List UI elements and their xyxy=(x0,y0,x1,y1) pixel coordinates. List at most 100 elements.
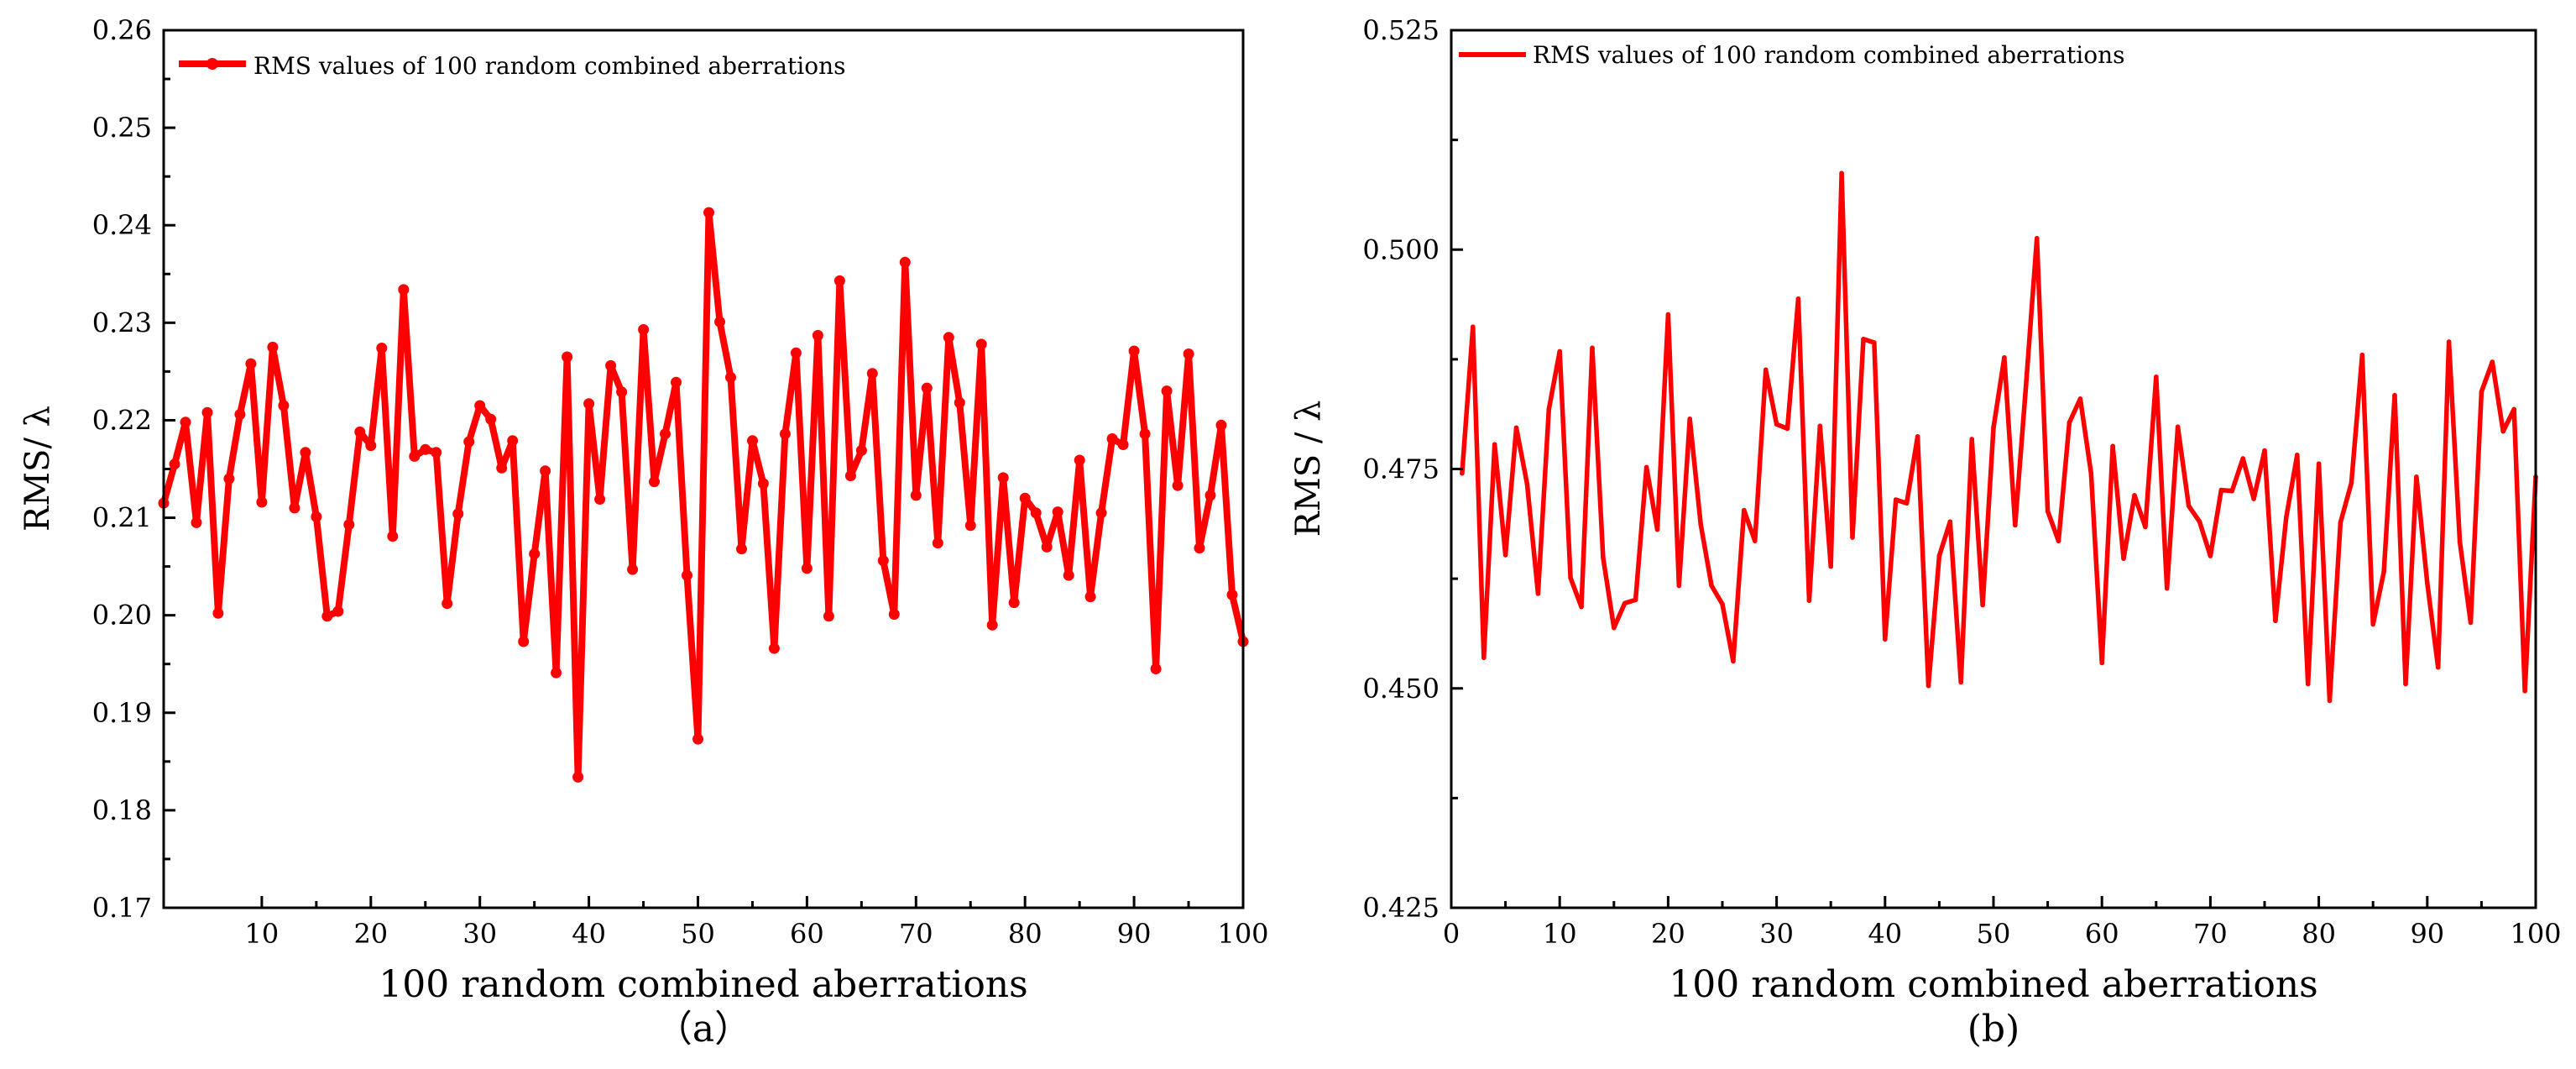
data-point xyxy=(485,413,497,425)
data-point xyxy=(387,531,399,542)
data-point xyxy=(877,555,889,567)
data-point xyxy=(1128,345,1140,357)
data-point xyxy=(2349,480,2354,485)
data-point xyxy=(2468,620,2474,626)
data-point xyxy=(594,494,606,505)
data-point xyxy=(1643,464,1649,470)
data-point xyxy=(2490,359,2495,364)
data-point xyxy=(888,609,900,620)
panel-label-b: (b) xyxy=(1967,1008,2020,1051)
data-point xyxy=(823,610,834,622)
series-polyline xyxy=(1460,170,2538,704)
data-point xyxy=(321,610,333,622)
plot-frame-b xyxy=(1450,29,2537,909)
data-point xyxy=(779,428,791,440)
panel-label-a: （a） xyxy=(656,1008,751,1051)
data-point xyxy=(2305,681,2311,687)
x-tick-label: 60 xyxy=(2085,918,2119,950)
data-point xyxy=(1720,601,1725,607)
data-point xyxy=(1698,521,1703,527)
data-point xyxy=(1633,597,1638,602)
data-point xyxy=(2370,621,2375,627)
data-point xyxy=(474,400,486,411)
data-point xyxy=(1958,679,1963,685)
x-tick-label: 100 xyxy=(1217,918,1268,950)
data-point xyxy=(1524,481,1530,487)
data-point xyxy=(833,275,845,286)
data-point xyxy=(1753,538,1758,543)
data-point xyxy=(1763,367,1769,373)
data-point xyxy=(2403,681,2408,687)
y-tick-label: 0.450 xyxy=(1362,673,1440,705)
data-point xyxy=(1106,433,1118,444)
data-point xyxy=(201,406,213,418)
data-point xyxy=(2034,235,2040,241)
data-point xyxy=(790,347,802,359)
data-point xyxy=(2435,664,2441,670)
legend-a: RMS values of 100 random combined aberra… xyxy=(179,52,846,80)
data-point xyxy=(1784,426,1790,432)
data-point xyxy=(1557,348,1562,354)
data-point xyxy=(398,284,410,296)
y-tick-label: 0.22 xyxy=(92,404,152,436)
data-point xyxy=(212,607,224,619)
data-point xyxy=(343,519,355,531)
data-point xyxy=(572,771,584,783)
data-point xyxy=(605,359,617,371)
data-point xyxy=(562,351,573,363)
y-tick-label: 0.18 xyxy=(92,794,152,826)
x-tick-label: 70 xyxy=(2193,918,2228,950)
data-point xyxy=(2056,538,2061,543)
data-point xyxy=(2425,580,2430,586)
data-point xyxy=(2067,420,2072,425)
data-point xyxy=(866,368,878,380)
data-point xyxy=(2088,470,2094,476)
data-point xyxy=(2381,569,2386,574)
data-point xyxy=(692,733,703,745)
data-point xyxy=(682,569,692,581)
data-point xyxy=(496,462,508,474)
data-point xyxy=(376,343,388,354)
data-point xyxy=(2229,488,2234,494)
series-line-b xyxy=(1460,170,2538,704)
data-point xyxy=(223,473,235,485)
y-tick-label: 0.20 xyxy=(92,600,152,631)
data-point xyxy=(1095,507,1107,519)
data-point xyxy=(583,398,595,410)
data-point xyxy=(300,447,311,459)
data-point xyxy=(1030,507,1042,519)
data-point xyxy=(1676,583,1682,589)
data-point xyxy=(2414,474,2419,479)
data-point xyxy=(2175,424,2181,430)
x-tick-label: 50 xyxy=(681,918,715,950)
data-point xyxy=(1502,553,1508,558)
data-point xyxy=(714,316,725,328)
data-point xyxy=(2457,539,2463,544)
data-point xyxy=(1052,506,1063,518)
data-point xyxy=(1665,312,1671,317)
data-point xyxy=(1612,625,1617,631)
y-axis-ticks-b: 0.425 0.450 0.475 0.500 0.525 xyxy=(1362,14,1463,924)
data-point xyxy=(420,443,431,455)
data-point xyxy=(1893,497,1899,502)
data-point xyxy=(1579,604,1584,610)
data-point xyxy=(1150,663,1162,674)
data-point xyxy=(1546,406,1552,412)
data-point xyxy=(932,537,943,549)
data-point xyxy=(1117,439,1129,450)
data-point xyxy=(2013,522,2018,528)
y-tick-label: 0.19 xyxy=(92,697,152,729)
x-tick-label: 40 xyxy=(1868,918,1902,950)
data-point xyxy=(747,435,758,447)
data-point xyxy=(2121,556,2126,561)
data-point xyxy=(311,511,322,522)
data-point xyxy=(1925,683,1931,689)
data-point xyxy=(975,338,987,350)
data-point xyxy=(1883,637,1888,642)
data-point xyxy=(463,436,475,448)
data-point xyxy=(2446,339,2452,344)
data-point xyxy=(1471,324,1476,330)
data-point xyxy=(1084,591,1096,603)
data-point xyxy=(2164,585,2170,591)
data-point xyxy=(638,324,650,335)
